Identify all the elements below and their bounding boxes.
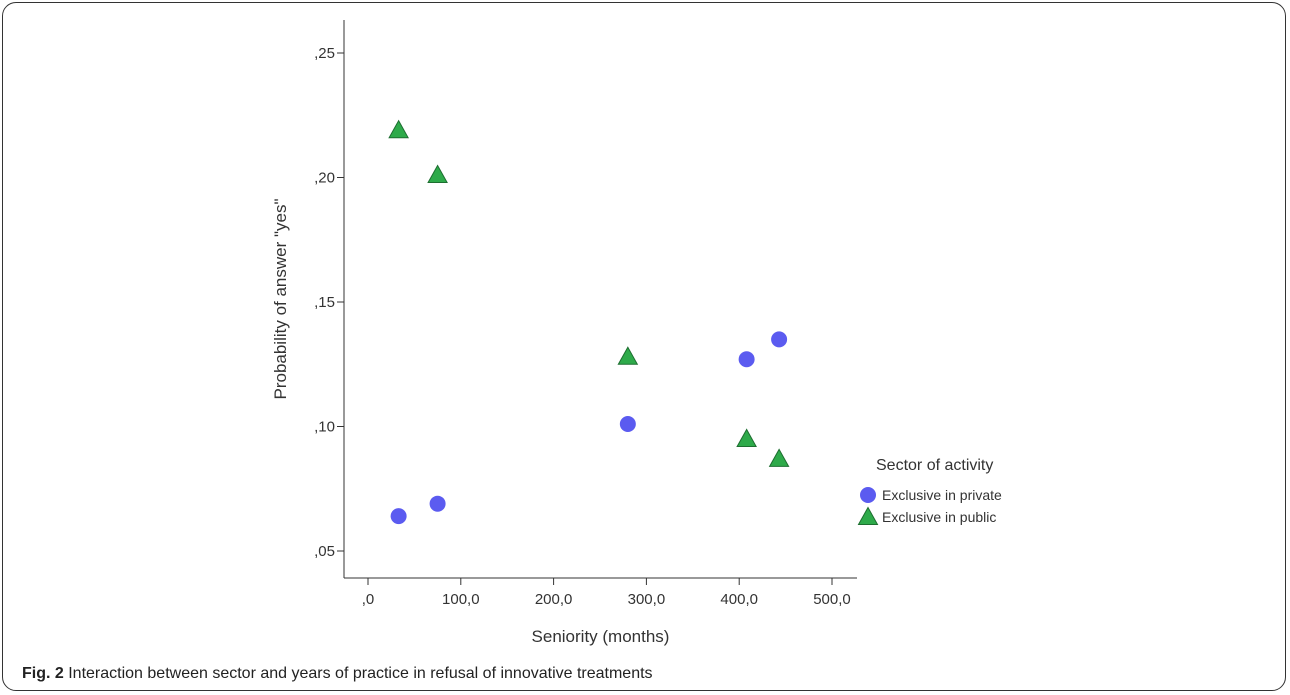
y-tick-label: ,20 xyxy=(314,170,335,187)
public-point xyxy=(736,428,757,447)
x-tick-label: 200,0 xyxy=(535,591,573,608)
figure-caption-text: Interaction between sector and years of … xyxy=(68,665,653,682)
legend-title: Sector of activity xyxy=(876,457,993,474)
chart-axes: ,05 ,10 ,15 ,20 ,25 ,0 100,0 200,0 300,0 400,0 500… xyxy=(271,20,857,646)
x-tick-label: 100,0 xyxy=(442,591,480,608)
y-tick-label: ,10 xyxy=(314,419,335,436)
legend-marker-2 xyxy=(857,506,879,525)
legend-marker-1 xyxy=(860,487,876,503)
x-axis-title: Seniority (months) xyxy=(532,627,670,646)
chart-legend: Sector of activity Exclusive in private Ex… xyxy=(857,457,1002,525)
legend-label-1: Exclusive in private xyxy=(882,487,1002,503)
private-point xyxy=(738,351,755,368)
public-point xyxy=(768,448,790,467)
private-point xyxy=(771,331,788,348)
public-point xyxy=(388,119,409,139)
private-point xyxy=(619,416,636,433)
x-tick-label: 400,0 xyxy=(720,591,758,608)
chart-points xyxy=(388,119,790,525)
public-point xyxy=(617,346,639,365)
private-point xyxy=(429,495,446,512)
public-point xyxy=(427,164,448,184)
private-point xyxy=(390,508,407,525)
y-tick-label: ,15 xyxy=(314,294,335,311)
x-tick-label: ,0 xyxy=(362,591,375,608)
figure-caption: Fig. 2 Interaction between sector and ye… xyxy=(22,665,653,683)
x-tick-label: 300,0 xyxy=(628,591,666,608)
figure-caption-label: Fig. 2 xyxy=(22,665,64,682)
x-tick-label: 500,0 xyxy=(813,591,851,608)
y-tick-label: ,25 xyxy=(314,45,335,62)
legend-label-2: Exclusive in public xyxy=(882,509,996,525)
y-axis-title: Probability of answer "yes" xyxy=(271,198,290,399)
y-tick-label: ,05 xyxy=(314,543,335,560)
